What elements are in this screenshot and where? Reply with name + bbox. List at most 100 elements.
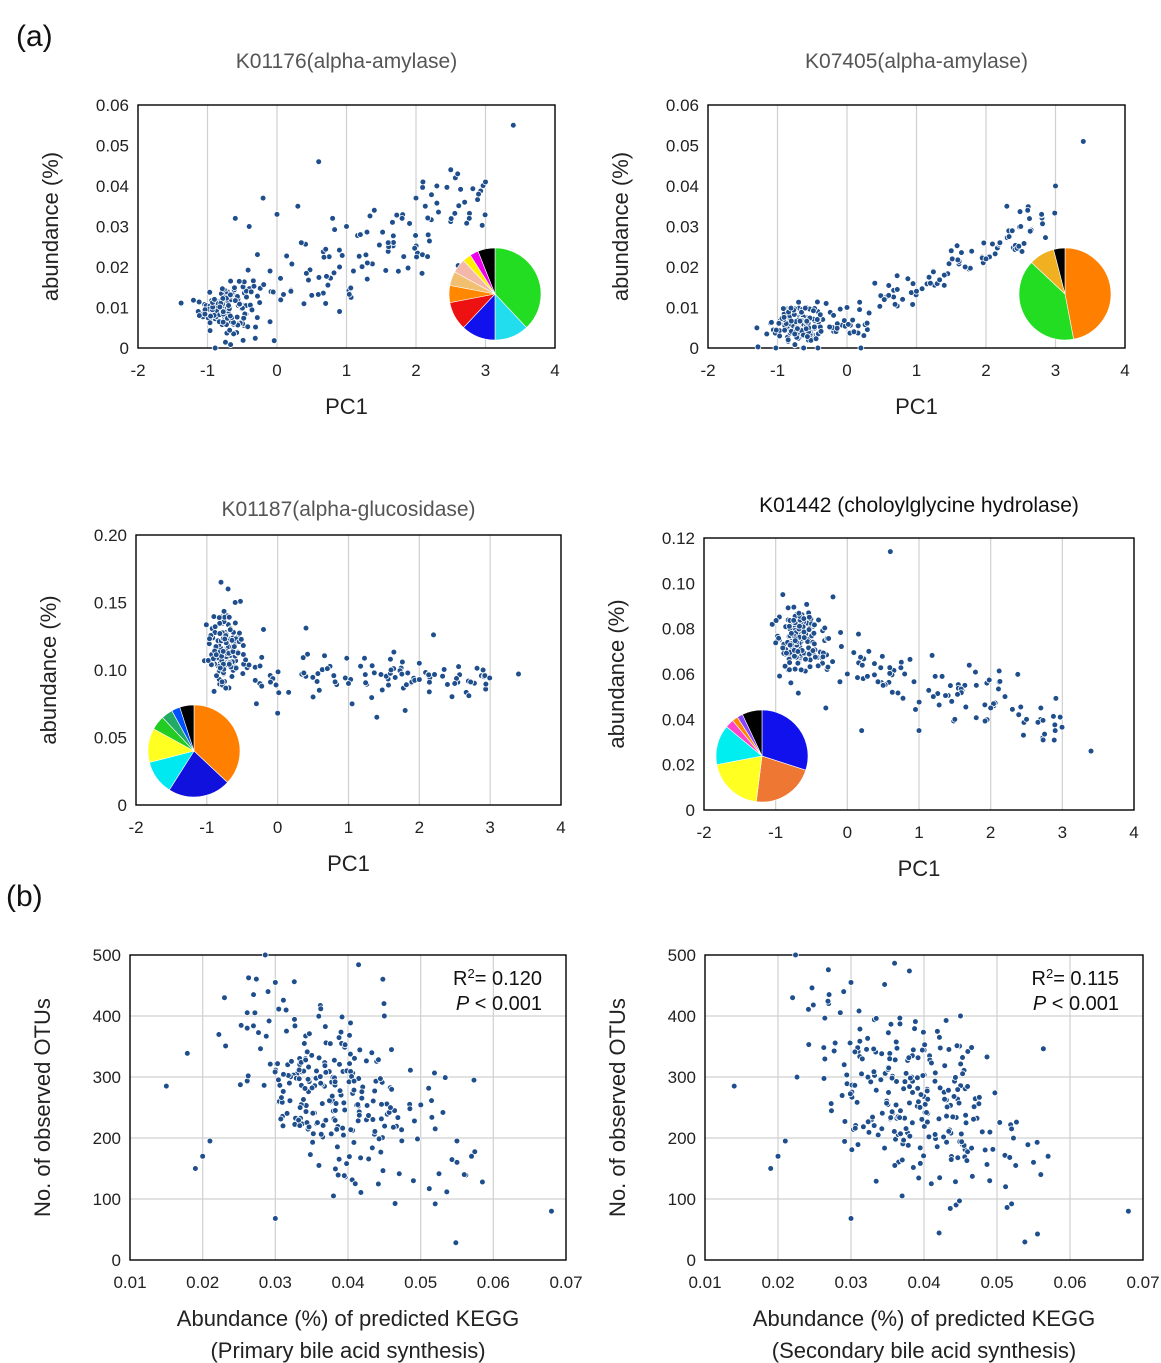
y-tick-label: 0 [686,801,695,820]
data-point [801,304,809,312]
data-point [329,215,336,222]
data-point [461,198,468,206]
data-point [463,219,470,227]
data-point [467,678,474,686]
data-point [431,671,438,678]
data-point [303,1048,311,1056]
data-point [805,1041,813,1048]
x-tick-label: 3 [485,818,494,837]
data-point [900,1136,907,1144]
data-point [416,676,423,683]
data-point [548,1207,555,1215]
x-axis-label: Abundance (%) of predicted KEGG [177,1306,519,1331]
data-point [336,1061,343,1068]
data-point [277,296,285,304]
data-point [925,273,933,281]
data-point [235,278,243,285]
data-point [280,291,287,298]
data-point [781,326,788,334]
y-tick-label: 0 [118,796,127,815]
data-point [1015,243,1023,250]
data-point [1037,1171,1045,1178]
data-point [840,1061,848,1069]
data-point [1039,717,1047,724]
data-point [468,1153,475,1160]
data-point [803,317,811,325]
data-point [439,672,446,680]
data-point [356,1111,363,1119]
data-point [775,320,783,327]
x-tick-label: 0 [273,818,282,837]
data-point [910,678,918,686]
data-point [199,1153,206,1160]
data-point [300,1096,307,1103]
data-point [364,259,371,267]
x-tick-label: 0.05 [980,1273,1013,1292]
data-point [776,672,783,680]
data-point [307,1151,314,1158]
data-point [315,1012,323,1020]
data-point [791,637,799,644]
data-point [918,1116,926,1123]
data-point [881,981,888,988]
data-point [314,291,322,298]
y-tick-label: 0.04 [666,177,699,196]
data-point [232,297,239,304]
x-tick-label: -2 [700,361,715,380]
data-point [395,267,402,275]
pie-slice [179,704,195,752]
x-axis-label: Abundance (%) of predicted KEGG [753,1306,1095,1331]
data-point [851,1048,859,1056]
data-point [262,1032,270,1040]
data-point [869,1113,876,1121]
data-point [358,1094,366,1102]
data-point [296,1104,304,1111]
data-point [914,1054,922,1062]
data-point [1017,703,1025,711]
data-point [375,1135,383,1143]
data-point [317,1073,324,1080]
data-point [378,686,386,694]
data-point [317,1005,325,1013]
data-point [475,190,482,198]
data-point [864,1035,871,1042]
data-point [342,674,349,682]
data-point [315,274,323,281]
data-point [811,640,818,648]
data-point [296,1122,304,1129]
data-point [384,239,392,247]
data-point [893,1044,901,1052]
data-point [217,578,225,586]
data-point [363,228,371,236]
data-point [274,709,281,717]
data-point [391,674,399,681]
data-point [878,1125,886,1133]
data-point [836,678,844,686]
data-point [447,215,455,222]
data-point [330,672,338,679]
data-point [887,1020,895,1028]
data-point [240,651,247,658]
y-tick-label: 0.04 [662,710,695,729]
data-point [1037,704,1045,712]
data-point [291,1016,298,1023]
x-tick-label: -1 [770,361,785,380]
data-point [1017,223,1025,230]
data-point [356,1046,364,1054]
data-point [915,1174,922,1182]
y-tick-label: 0.03 [96,218,129,237]
data-point [983,1161,991,1168]
x-tick-label: 1 [344,818,353,837]
data-point [1002,1183,1009,1191]
p-value-label: P < 0.001 [1033,993,1119,1015]
data-point [820,1075,828,1082]
data-point [1003,1204,1011,1211]
pie-slice [755,755,807,803]
data-point [959,1054,966,1061]
data-point [239,337,247,344]
data-point [425,688,433,696]
data-point [275,689,283,697]
data-point [935,701,943,709]
x-tick-label: -1 [199,818,214,837]
data-point [256,299,263,306]
